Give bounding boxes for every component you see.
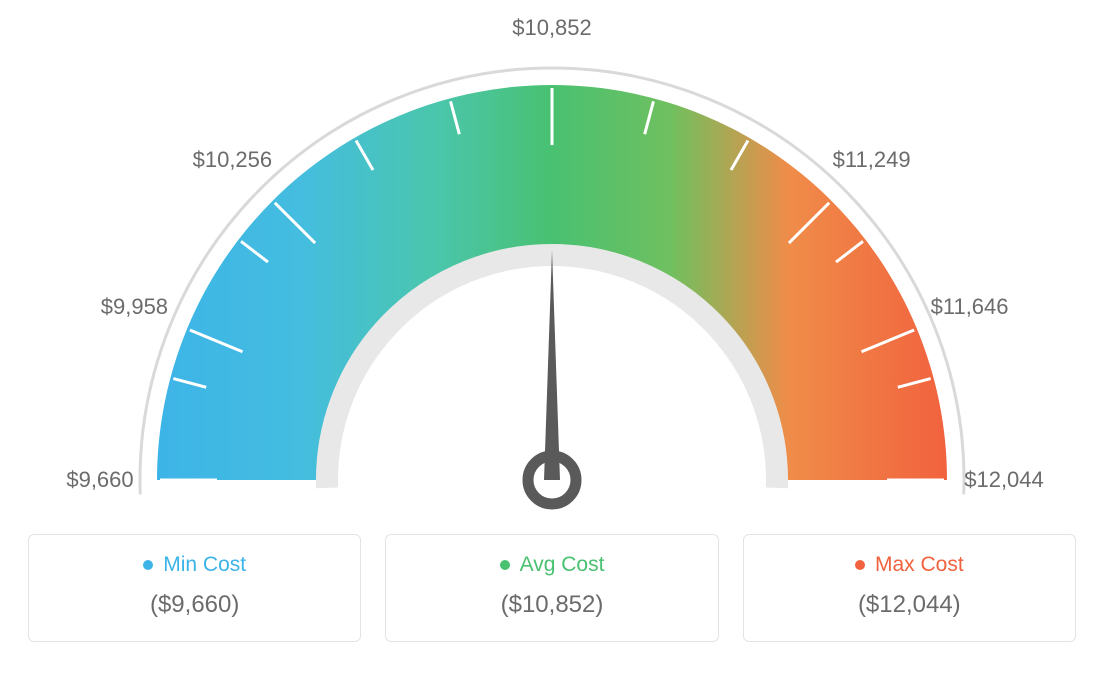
min-cost-title-row: Min Cost: [143, 553, 246, 577]
max-cost-card: Max Cost ($12,044): [743, 534, 1076, 642]
gauge-chart: $9,660 $9,958 $10,256 $10,852 $11,249 $11,646…: [0, 0, 1104, 520]
gauge-tick-label: $10,256: [193, 147, 273, 173]
gauge-tick-label: $9,958: [101, 294, 168, 320]
max-cost-value: ($12,044): [754, 591, 1065, 619]
min-cost-value: ($9,660): [39, 591, 350, 619]
max-cost-title: Max Cost: [875, 553, 964, 577]
gauge-tick-label: $10,852: [512, 15, 592, 41]
gauge-tick-label: $11,646: [931, 294, 1009, 320]
gauge-svg: [0, 0, 1104, 520]
summary-cards: Min Cost ($9,660) Avg Cost ($10,852) Max…: [0, 520, 1104, 642]
min-cost-title: Min Cost: [163, 553, 246, 577]
avg-cost-card: Avg Cost ($10,852): [385, 534, 718, 642]
avg-cost-title-row: Avg Cost: [500, 553, 605, 577]
min-dot-icon: [143, 560, 153, 570]
avg-cost-title: Avg Cost: [520, 553, 605, 577]
gauge-tick-label: $9,660: [66, 467, 133, 493]
avg-dot-icon: [500, 560, 510, 570]
avg-cost-value: ($10,852): [396, 591, 707, 619]
gauge-tick-label: $12,044: [964, 467, 1044, 493]
min-cost-card: Min Cost ($9,660): [28, 534, 361, 642]
gauge-tick-label: $11,249: [833, 147, 911, 173]
max-dot-icon: [855, 560, 865, 570]
max-cost-title-row: Max Cost: [855, 553, 964, 577]
